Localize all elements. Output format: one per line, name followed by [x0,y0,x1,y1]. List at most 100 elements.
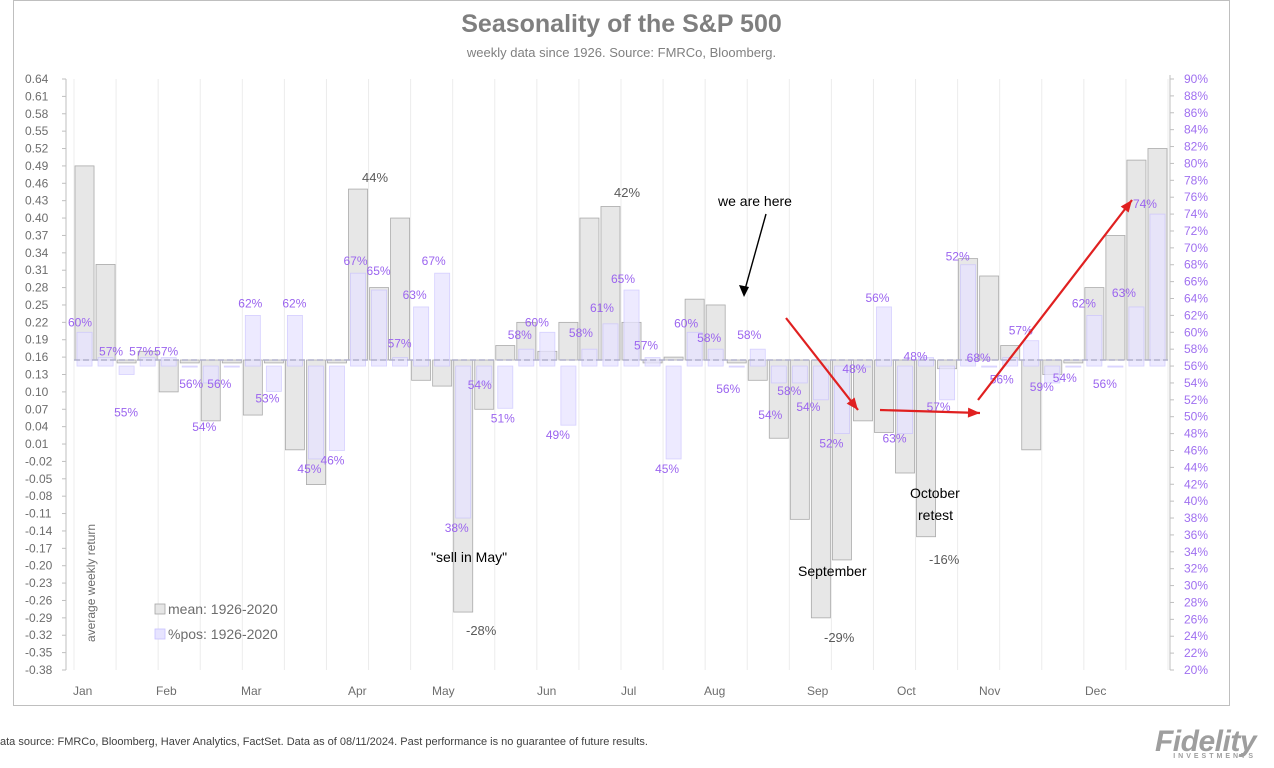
month-label: Aug [704,684,725,698]
left-tick-label: 0.19 [25,333,49,347]
pct-pos-bar [308,365,324,460]
pct-pos-label: 51% [491,411,515,425]
red-arrowhead [967,407,980,418]
left-tick-label: 0.01 [25,437,49,451]
left-tick-label: 0.52 [25,142,49,156]
pct-pos-label: 63% [1112,286,1136,300]
footer-note: ata source: FMRCo, Bloomberg, Haver Anal… [0,736,648,748]
right-tick-label: 50% [1184,410,1208,424]
pct-pos-bar [623,289,640,367]
annotation-text: October [910,485,960,501]
pct-pos-label: 56% [716,382,740,396]
legend-swatch-mean [154,603,166,615]
right-tick-label: 88% [1184,89,1208,103]
pct-pos-label: 56% [179,377,203,391]
arrowhead-we-are-here [739,285,749,297]
pct-pos-label: 54% [758,408,782,422]
right-tick-label: 22% [1184,646,1208,660]
pct-pos-bar [644,357,661,367]
right-tick-label: 44% [1184,460,1208,474]
left-tick-label: 0.16 [25,350,49,364]
pct-pos-bar [181,365,198,368]
mean-bar [495,345,516,361]
month-label: Jul [621,684,636,698]
pct-pos-bar [918,357,934,367]
pct-pos-label: 58% [777,384,801,398]
right-tick-label: 78% [1184,173,1208,187]
pct-pos-bar [876,306,892,367]
pct-pos-label: 52% [946,250,970,264]
pct-pos-label: 57% [927,400,951,414]
pct-pos-label: 60% [68,315,92,329]
pct-pos-bar [1023,340,1040,367]
chart-subtitle: weekly data since 1926. Source: FMRCo, B… [466,45,777,60]
left-tick-label: -0.23 [25,576,53,590]
left-tick-label: -0.14 [25,524,53,538]
left-tick-label: 0.13 [25,368,49,382]
right-tick-label: 48% [1184,427,1208,441]
pct-pos-label: 58% [697,331,721,345]
pct-pos-label: 61% [590,301,614,315]
pct-pos-bar [76,331,93,367]
arrow-we-are-here [743,213,767,294]
mean-bar [810,359,831,619]
annotation-text: we are here [717,193,792,209]
pct-pos-bar [329,365,345,451]
mean-bar [284,359,305,451]
pct-pos-label: 60% [525,315,549,329]
pct-pos-label: 62% [282,296,306,310]
left-tick-label: 0.64 [25,72,49,86]
pct-pos-label: 57% [634,339,658,353]
left-tick-label: -0.05 [25,472,53,486]
mean-bar [74,165,95,361]
pct-pos-label: 45% [297,462,321,476]
left-tick-label: -0.38 [25,663,53,677]
pct-pos-bar [897,365,913,434]
pct-pos-bar [686,331,703,367]
right-tick-label: 72% [1184,224,1208,238]
pct-pos-bar [202,365,219,384]
pct-pos-bar [581,348,598,367]
pct-pos-label: 65% [611,272,635,286]
pct-pos-bar [265,365,282,392]
pct-pos-label: 56% [207,377,231,391]
pct-pos-bar [665,365,682,460]
left-tick-label: 0.04 [25,420,49,434]
mean-bar [979,275,1000,361]
right-tick-label: 76% [1184,190,1208,204]
pct-pos-label: 49% [546,428,570,442]
right-tick-label: 36% [1184,528,1208,542]
left-tick-label: 0.58 [25,107,49,121]
pct-pos-bar [770,365,787,384]
pct-pos-bar [1128,306,1145,367]
pct-pos-bar [160,357,177,367]
month-label: Nov [979,684,1000,698]
pct-pos-bar [244,314,261,367]
logo-subtext: INVESTMENTS [1173,753,1256,760]
pct-pos-label: 60% [674,316,698,330]
left-tick-label: 0.22 [25,315,49,329]
mean-bar [874,359,894,433]
pct-pos-label: 58% [508,328,532,342]
left-tick-label: -0.20 [25,559,53,573]
right-tick-label: 82% [1184,140,1208,154]
left-tick-label: 0.43 [25,194,49,208]
right-tick-label: 64% [1184,292,1208,306]
right-tick-label: 84% [1184,123,1208,137]
right-tick-label: 40% [1184,494,1208,508]
pct-pos-label: 57% [388,337,412,351]
month-label: Mar [241,684,262,698]
mean-bar [1105,235,1126,361]
mean-label: -29% [824,630,855,645]
pct-pos-bar [1086,314,1103,367]
pct-pos-bar [960,264,977,367]
right-tick-label: 20% [1184,663,1208,677]
logo-text: Fidelity [1154,725,1257,758]
right-tick-label: 42% [1184,477,1208,491]
pct-pos-label: 67% [422,254,446,268]
pct-pos-bar [223,365,240,368]
right-tick-label: 30% [1184,579,1208,593]
right-tick-label: 56% [1184,359,1208,373]
mean-bar [179,359,200,364]
labels-layer: 60%57%55%57% 57%56%54%56%62%53%62%45%46%6… [68,170,1157,645]
